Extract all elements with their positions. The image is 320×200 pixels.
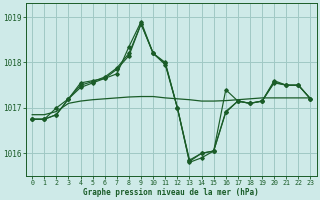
- X-axis label: Graphe pression niveau de la mer (hPa): Graphe pression niveau de la mer (hPa): [84, 188, 259, 197]
